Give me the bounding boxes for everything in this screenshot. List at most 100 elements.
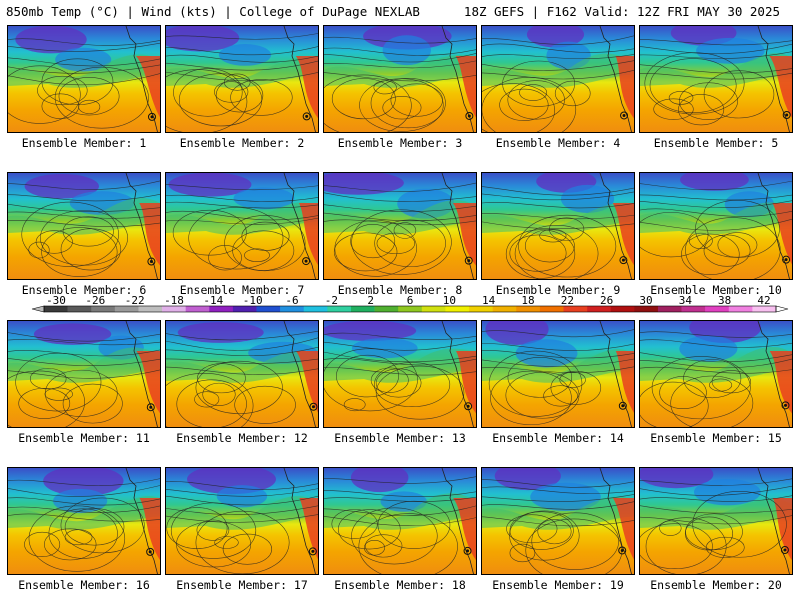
colorbar-swatch xyxy=(657,306,682,312)
ensemble-member-label: Ensemble Member: 18 xyxy=(334,578,466,592)
ensemble-panel xyxy=(639,25,793,133)
colorbar-tick-label: 18 xyxy=(521,296,534,307)
ensemble-panel xyxy=(323,25,477,133)
ensemble-panel xyxy=(481,320,635,428)
valid-time-label: 18Z GEFS | F162 Valid: 12Z FRI MAY 30 20… xyxy=(463,4,780,19)
colorbar-swatch xyxy=(752,306,777,312)
temperature-map xyxy=(324,173,476,279)
ensemble-panel xyxy=(165,320,319,428)
ensemble-member-label: Ensemble Member: 7 xyxy=(179,283,305,297)
colorbar-tick-label: -10 xyxy=(243,296,263,307)
colorbar-tick-label: 42 xyxy=(757,296,770,307)
ensemble-member-label: Ensemble Member: 15 xyxy=(650,431,782,445)
colorbar-tick-label: 14 xyxy=(482,296,496,307)
colorbar-swatch xyxy=(138,306,163,312)
ensemble-member-label: Ensemble Member: 3 xyxy=(337,136,463,150)
colorbar-swatch xyxy=(563,306,588,312)
ensemble-panel xyxy=(481,172,635,280)
ensemble-panel xyxy=(639,467,793,575)
ensemble-member-label: Ensemble Member: 8 xyxy=(337,283,463,297)
map-title: 850mb Temp (°C) | Wind (kts) | College o… xyxy=(6,4,420,19)
ensemble-member-label: Ensemble Member: 6 xyxy=(21,283,147,297)
temperature-map xyxy=(8,26,160,132)
colorbar-swatch xyxy=(280,306,305,312)
colorbar-left-arrow xyxy=(31,305,45,313)
colorbar-tick-label: -26 xyxy=(85,296,105,307)
ensemble-panel xyxy=(7,320,161,428)
temperature-map xyxy=(8,173,160,279)
colorbar-swatch xyxy=(728,306,753,312)
colorbar-swatch xyxy=(350,306,375,312)
ensemble-panel xyxy=(481,25,635,133)
colorbar-swatch xyxy=(516,306,541,312)
colorbar-swatch xyxy=(185,306,210,312)
ensemble-panel xyxy=(323,320,477,428)
colorbar-swatch xyxy=(67,306,92,312)
colorbar-swatch xyxy=(256,306,281,312)
ensemble-panel xyxy=(165,467,319,575)
ensemble-member-label: Ensemble Member: 19 xyxy=(492,578,624,592)
colorbar-tick-label: -30 xyxy=(46,296,66,307)
temperature-map xyxy=(482,321,634,427)
colorbar-swatch xyxy=(421,306,446,312)
colorbar-swatch xyxy=(91,306,116,312)
temperature-map xyxy=(8,321,160,427)
temperature-map xyxy=(166,26,318,132)
colorbar-swatch xyxy=(398,306,423,312)
colorbar-swatch xyxy=(232,306,257,312)
colorbar-tick-label: 26 xyxy=(600,296,613,307)
colorbar-swatch xyxy=(327,306,352,312)
colorbar-swatch xyxy=(374,306,399,312)
temperature-map xyxy=(324,321,476,427)
ensemble-panel xyxy=(7,25,161,133)
temperature-map xyxy=(640,321,792,427)
ensemble-panel xyxy=(165,25,319,133)
ensemble-member-label: Ensemble Member: 14 xyxy=(492,431,624,445)
colorbar-swatch xyxy=(44,306,68,312)
colorbar-tick-label: -14 xyxy=(203,296,223,307)
ensemble-member-label: Ensemble Member: 2 xyxy=(179,136,305,150)
colorbar-tick-label: 10 xyxy=(443,296,456,307)
ensemble-panel xyxy=(165,172,319,280)
colorbar-graphic: -30 -26 -22 -18 -14 -10 -6 -2 2 6 10 14 18 22 26 30 34 38… xyxy=(31,296,789,313)
colorbar-swatch xyxy=(587,306,612,312)
colorbar-swatch xyxy=(209,306,234,312)
temperature-map xyxy=(482,173,634,279)
colorbar-swatch xyxy=(539,306,564,312)
ensemble-member-label: Ensemble Member: 4 xyxy=(495,136,621,150)
ensemble-member-label: Ensemble Member: 13 xyxy=(334,431,466,445)
ensemble-member-label: Ensemble Member: 11 xyxy=(18,431,150,445)
ensemble-panel xyxy=(7,172,161,280)
temperature-map xyxy=(166,173,318,279)
colorbar-tick-label: 6 xyxy=(407,296,414,307)
colorbar-tick-label: 34 xyxy=(679,296,693,307)
colorbar-swatch xyxy=(114,306,139,312)
colorbar-right-arrow xyxy=(775,305,789,313)
colorbar-swatch xyxy=(445,306,470,312)
ensemble-member-label: Ensemble Member: 16 xyxy=(18,578,150,592)
temperature-map xyxy=(482,468,634,574)
colorbar-tick-label: -22 xyxy=(125,296,145,307)
colorbar-tick-label: 30 xyxy=(639,296,652,307)
temperature-map xyxy=(324,26,476,132)
ensemble-member-label: Ensemble Member: 12 xyxy=(176,431,308,445)
ensemble-member-label: Ensemble Member: 17 xyxy=(176,578,308,592)
ensemble-member-label: Ensemble Member: 5 xyxy=(653,136,779,150)
colorbar-tick-label: 2 xyxy=(367,296,374,307)
ensemble-panel xyxy=(7,467,161,575)
colorbar-swatch xyxy=(162,306,186,312)
colorbar-swatch xyxy=(634,306,659,312)
ensemble-member-label: Ensemble Member: 1 xyxy=(21,136,147,150)
ensemble-member-label: Ensemble Member: 10 xyxy=(650,283,782,297)
temperature-colorbar: -30 -26 -22 -18 -14 -10 -6 -2 2 6 10 14 18 22 26 30 34 38… xyxy=(30,296,790,320)
ensemble-panel xyxy=(639,320,793,428)
colorbar-swatch xyxy=(610,306,635,312)
temperature-map xyxy=(640,173,792,279)
colorbar-swatch xyxy=(492,306,517,312)
colorbar-swatch xyxy=(681,306,706,312)
colorbar-tick-label: 38 xyxy=(718,296,731,307)
ensemble-member-label: Ensemble Member: 20 xyxy=(650,578,782,592)
temperature-map xyxy=(640,26,792,132)
temperature-map xyxy=(482,26,634,132)
colorbar-tick-label: 22 xyxy=(561,296,574,307)
